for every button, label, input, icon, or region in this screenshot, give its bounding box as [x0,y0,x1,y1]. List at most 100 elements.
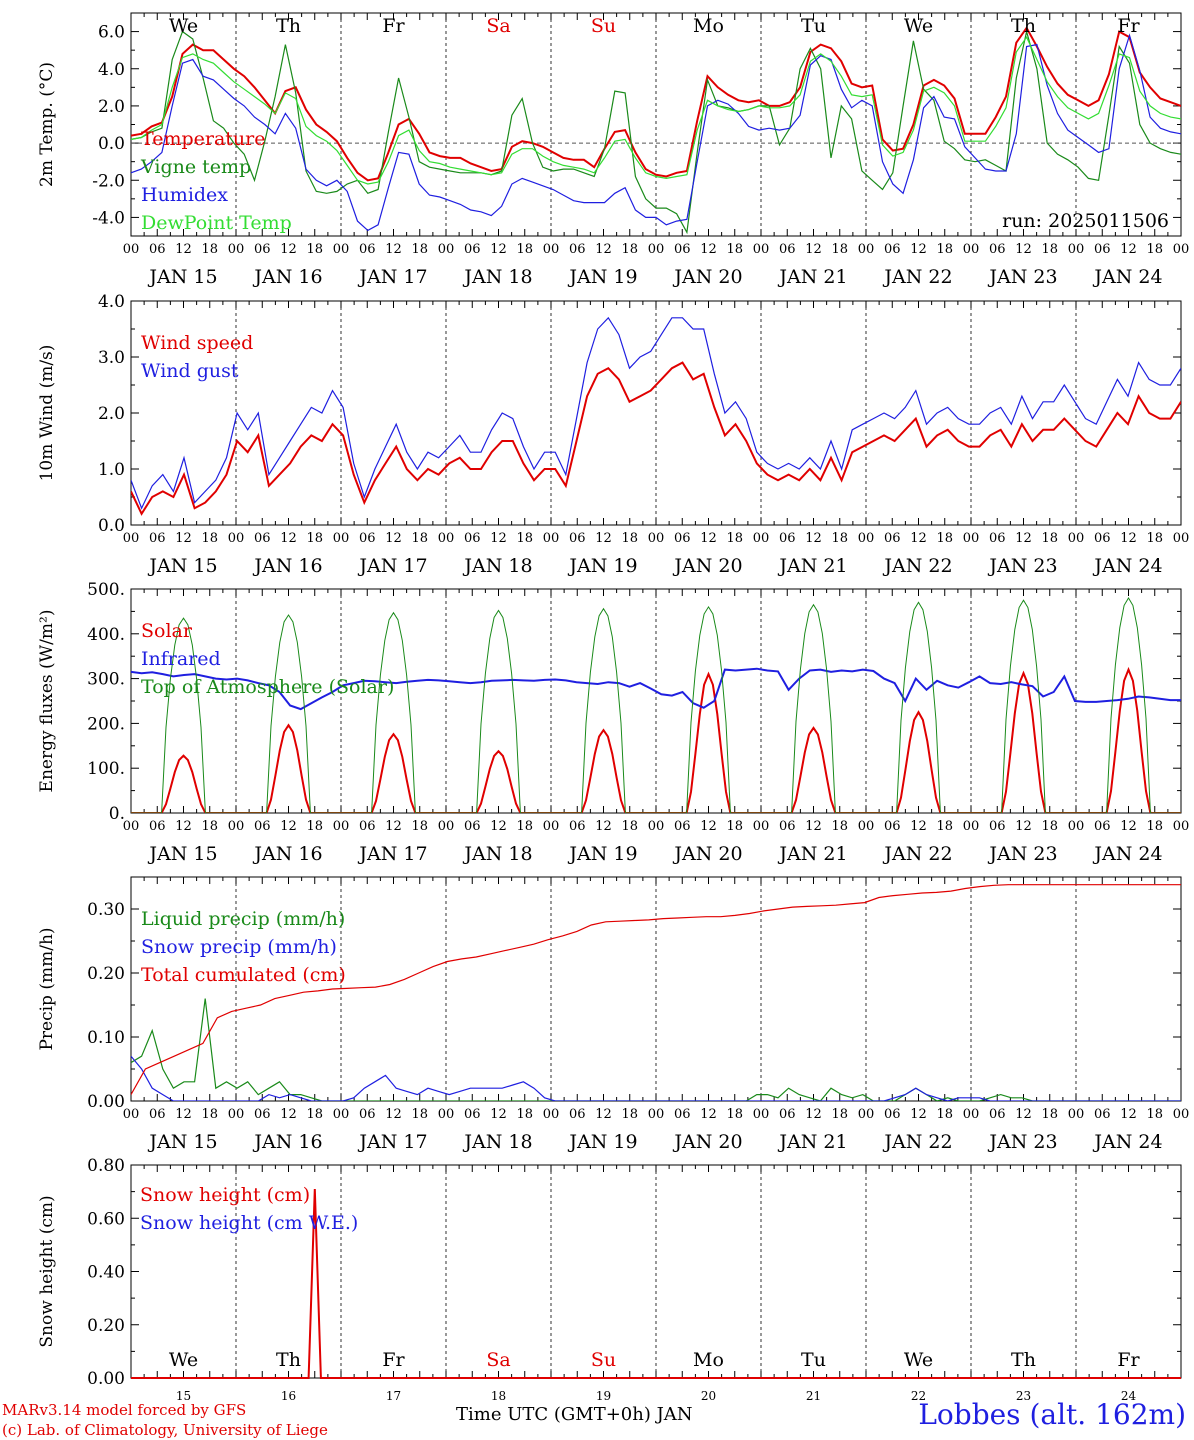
hour-tick-label: 00 [1068,242,1085,257]
hour-tick-label: 18 [1041,531,1058,546]
hour-tick-label: 06 [674,531,691,546]
hour-tick-label: 12 [175,242,192,257]
hour-tick-label: 06 [884,242,901,257]
y-axis-label: Energy fluxes (W/m²) [37,610,57,793]
day-number-label: 16 [281,1389,296,1403]
hour-tick-label: 00 [333,242,350,257]
date-label: JAN 16 [252,555,322,577]
weekday-label: Th [1011,1349,1036,1371]
hour-tick-label: 18 [726,1107,743,1122]
y-tick-label: -4.0 [92,208,125,228]
hour-tick-label: 12 [700,819,717,834]
series-dewpoint-temp [131,35,1181,185]
hour-tick-label: 00 [1173,531,1190,546]
y-tick-label: -2.0 [92,171,125,191]
hour-tick-label: 12 [595,819,612,834]
credit-lab: (c) Lab. of Climatology, University of L… [2,1421,328,1439]
weekday-label: We [169,15,198,37]
hour-tick-label: 18 [306,531,323,546]
hour-tick-label: 06 [779,242,796,257]
hour-tick-label: 00 [1173,242,1190,257]
hour-tick-label: 00 [963,531,980,546]
hour-tick-label: 06 [149,1107,166,1122]
hour-tick-label: 00 [123,531,140,546]
date-label: JAN 22 [882,266,952,288]
day-number-label: 19 [596,1389,611,1403]
date-label: JAN 15 [147,1131,217,1153]
hour-tick-label: 12 [700,1107,717,1122]
y-tick-label: 2.0 [98,97,125,117]
date-label: JAN 21 [777,266,847,288]
panel-3: 0. 100. 200. 300. 400. 500. Energy fluxes (W/m… [37,580,1189,865]
hour-tick-label: 18 [201,819,218,834]
hour-tick-label: 12 [385,1107,402,1122]
hour-tick-label: 18 [936,531,953,546]
hour-tick-label: 00 [648,1107,665,1122]
hour-tick-label: 18 [726,819,743,834]
hour-tick-label: 00 [858,819,875,834]
hour-tick-label: 12 [910,242,927,257]
hour-tick-label: 18 [621,242,638,257]
weekday-label: Tu [801,15,826,37]
date-label: JAN 17 [357,555,427,577]
day-number-label: 21 [806,1389,821,1403]
hour-tick-label: 06 [149,819,166,834]
y-tick-label: 200. [87,714,125,734]
legend-entry: DewPoint Temp [141,212,292,234]
hour-tick-label: 00 [963,819,980,834]
hour-tick-label: 00 [228,1107,245,1122]
series-wind-speed [131,361,1181,516]
hour-tick-label: 06 [464,531,481,546]
hour-tick-label: 18 [831,1107,848,1122]
y-axis-label: Precip (mm/h) [37,927,57,1050]
hour-tick-label: 00 [543,1107,560,1122]
date-label: JAN 19 [567,1131,637,1153]
hour-tick-label: 18 [621,819,638,834]
weekday-label: Fr [1117,1349,1140,1371]
hour-tick-label: 18 [621,531,638,546]
hour-tick-label: 12 [490,819,507,834]
hour-tick-label: 06 [884,819,901,834]
hour-tick-label: 18 [411,819,428,834]
y-axis-label: Snow height (cm) [37,1195,57,1347]
hour-tick-label: 12 [595,242,612,257]
hour-tick-label: 00 [333,1107,350,1122]
series-temperature [131,26,1181,182]
hour-tick-label: 12 [175,531,192,546]
legend-entry: Vigne temp [140,156,251,178]
hour-tick-label: 06 [464,1107,481,1122]
y-tick-label: 3.0 [98,348,125,368]
hour-tick-label: 12 [385,819,402,834]
panel-1: -4.0 -2.0 0.0 2.0 4.0 6.0 2m Temp. (°C) 00 06 12 1… [37,12,1190,288]
hour-tick-label: 06 [254,819,271,834]
hour-tick-label: 06 [1094,819,1111,834]
series-top-of-atmosphere-solar [131,597,1181,813]
hour-tick-label: 18 [306,819,323,834]
hour-tick-label: 06 [149,531,166,546]
date-label: JAN 22 [882,843,952,865]
date-label: JAN 17 [357,1131,427,1153]
hour-tick-label: 12 [910,1107,927,1122]
hour-tick-label: 06 [779,1107,796,1122]
day-number-label: 24 [1121,1389,1137,1403]
hour-tick-label: 06 [884,1107,901,1122]
series-snow-precip-mm-h [131,1055,1181,1101]
hour-tick-label: 12 [910,531,927,546]
hour-tick-label: 00 [753,531,770,546]
hour-tick-label: 00 [648,242,665,257]
date-label: JAN 24 [1092,555,1162,577]
panel-frame [130,300,1182,526]
hour-tick-label: 18 [1146,1107,1163,1122]
weekday-label: Th [276,1349,301,1371]
hour-tick-label: 18 [306,242,323,257]
panel-frame [130,588,1182,814]
date-label: JAN 24 [1092,266,1162,288]
hour-tick-label: 06 [359,242,376,257]
y-tick-label: 4.0 [98,60,125,80]
weekday-label: Su [591,1349,616,1371]
date-label: JAN 16 [252,1131,322,1153]
hour-tick-label: 18 [831,242,848,257]
hour-tick-label: 00 [333,819,350,834]
weekday-label: Mo [693,15,724,37]
